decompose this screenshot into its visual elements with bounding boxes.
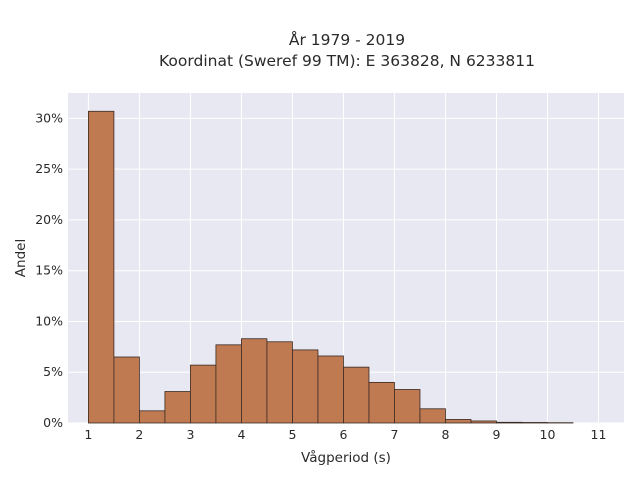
x-axis-label: Vågperiod (s) xyxy=(301,449,391,466)
x-tick-label: 6 xyxy=(339,427,347,442)
histogram-bar xyxy=(343,366,370,424)
histogram-bar xyxy=(394,389,421,424)
histogram-bar xyxy=(496,421,523,424)
chart-title-line2: Koordinat (Sweref 99 TM): E 363828, N 62… xyxy=(159,52,535,70)
histogram-bar xyxy=(317,355,344,424)
histogram-bar xyxy=(88,110,115,424)
histogram-bar xyxy=(113,356,140,424)
x-tick-label: 7 xyxy=(390,427,398,442)
x-tick-label: 10 xyxy=(540,427,556,442)
histogram-bar xyxy=(190,364,217,424)
y-axis-ticks: 0% 5% 10% 15% 20% 25% 30% xyxy=(35,110,63,430)
histogram-bar xyxy=(139,410,166,424)
y-tick-label: 15% xyxy=(35,263,63,278)
x-tick-label: 9 xyxy=(493,427,501,442)
histogram-bar xyxy=(419,408,446,424)
x-tick-label: 4 xyxy=(237,427,245,442)
y-tick-label: 25% xyxy=(35,161,63,176)
x-tick-label: 11 xyxy=(591,427,607,442)
x-axis-ticks: 1 2 3 4 5 6 7 8 9 10 11 xyxy=(84,427,606,442)
y-tick-label: 10% xyxy=(35,313,63,328)
y-tick-label: 20% xyxy=(35,212,63,227)
histogram-bar xyxy=(266,341,293,424)
chart-title-line1: År 1979 - 2019 xyxy=(289,30,405,49)
histogram-bar xyxy=(164,391,191,424)
x-tick-label: 5 xyxy=(288,427,296,442)
histogram-bar xyxy=(292,349,319,424)
histogram-bar xyxy=(368,381,395,424)
grid-lines xyxy=(68,93,624,424)
x-tick-label: 3 xyxy=(186,427,194,442)
x-tick-label: 8 xyxy=(441,427,449,442)
histogram-bar xyxy=(445,419,472,424)
histogram-bar xyxy=(241,338,268,424)
histogram-bar xyxy=(521,422,548,424)
x-tick-label: 2 xyxy=(135,427,143,442)
y-tick-label: 30% xyxy=(35,110,63,125)
y-tick-label: 0% xyxy=(43,415,63,430)
y-axis-label: Andel xyxy=(13,239,29,277)
x-tick-label: 1 xyxy=(84,427,92,442)
histogram-bar xyxy=(215,344,242,424)
histogram-bars xyxy=(88,110,574,424)
histogram-bar xyxy=(470,420,497,424)
y-tick-label: 5% xyxy=(43,364,63,379)
